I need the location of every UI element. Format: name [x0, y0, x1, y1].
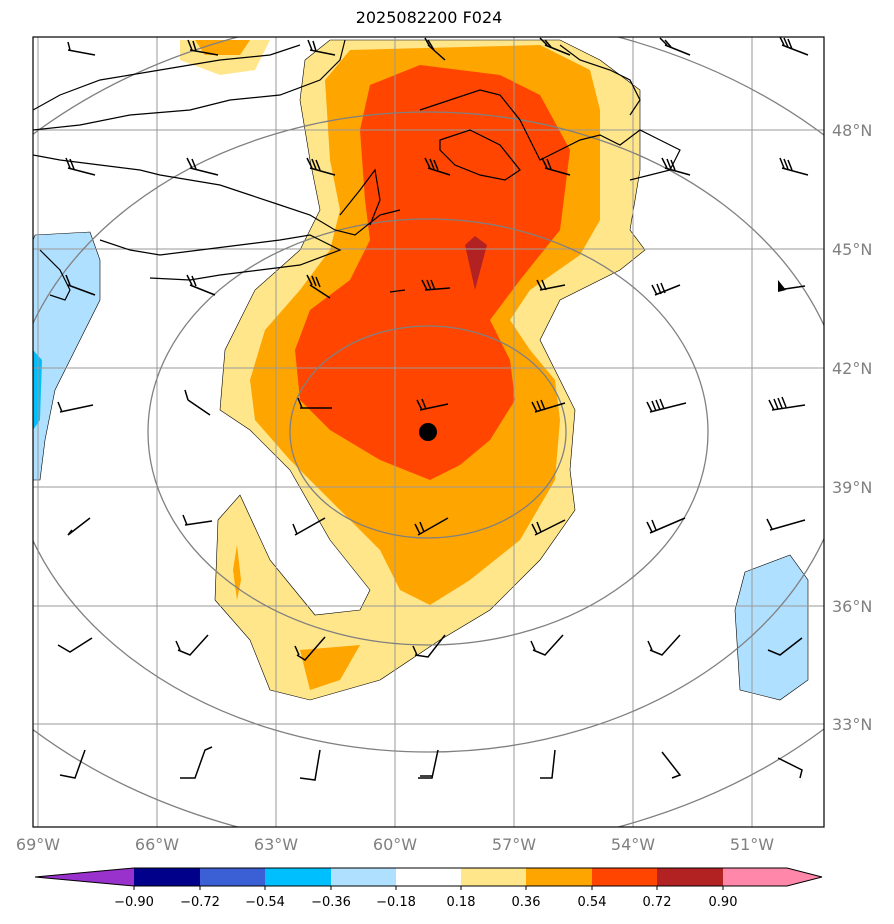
- coastlines: [33, 39, 681, 301]
- field-054-south: [300, 645, 360, 690]
- latitude-labels: 48°N 45°N 42°N 39°N 36°N 33°N: [832, 121, 872, 734]
- lon-label-60: 60°W: [373, 835, 417, 854]
- lat-label-39: 39°N: [832, 478, 872, 497]
- colorbar-label-2: −0.72: [180, 895, 220, 910]
- colorbar-segment-5: [396, 868, 461, 886]
- colorbar-label-1: −0.90: [114, 895, 154, 910]
- lon-label-54: 54°W: [611, 835, 655, 854]
- lon-label-69: 69°W: [16, 835, 60, 854]
- wind-barbs: [57, 37, 809, 781]
- lon-label-63: 63°W: [254, 835, 298, 854]
- colorbar-segment-9: [657, 868, 723, 886]
- lat-label-33: 33°N: [832, 715, 872, 734]
- colorbar-segment-2: [200, 868, 265, 886]
- colorbar-label-8: 0.54: [578, 895, 607, 910]
- colorbar-segment-1: [134, 868, 200, 886]
- colorbar-label-7: 0.36: [512, 895, 541, 910]
- lat-label-48: 48°N: [832, 121, 872, 140]
- colorbar-segment-3: [265, 868, 331, 886]
- lon-label-51: 51°W: [730, 835, 774, 854]
- lon-label-57: 57°W: [492, 835, 536, 854]
- field-054-north: [195, 40, 250, 55]
- colorbar: −0.90 −0.72 −0.54 −0.36 −0.18 0.18 0.36 …: [34, 867, 823, 910]
- colorbar-segment-6: [461, 868, 526, 886]
- negative-field-east: [734, 554, 809, 701]
- longitude-labels: 69°W 66°W 63°W 60°W 57°W 54°W 51°W: [16, 835, 774, 854]
- map-plot-area: [33, 37, 824, 827]
- field-036-sliver: [233, 545, 241, 600]
- chart-title: 2025082200 F024: [355, 8, 503, 27]
- lon-label-66: 66°W: [135, 835, 179, 854]
- colorbar-label-5: −0.18: [376, 895, 416, 910]
- lat-label-45: 45°N: [832, 240, 872, 259]
- lat-label-42: 42°N: [832, 359, 872, 378]
- graticule: [33, 37, 824, 827]
- plot-frame: [32, 36, 825, 828]
- colorbar-label-10: 0.90: [709, 895, 738, 910]
- colorbar-segment-8: [592, 868, 657, 886]
- colorbar-segment-7: [526, 868, 592, 886]
- storm-center-marker: [419, 423, 437, 441]
- colorbar-label-4: −0.36: [311, 895, 351, 910]
- colorbar-extend-low: [35, 868, 134, 886]
- colorbar-label-6: 0.18: [447, 895, 476, 910]
- colorbar-extend-high: [723, 868, 822, 886]
- range-rings: [33, 37, 824, 827]
- colorbar-label-9: 0.72: [643, 895, 672, 910]
- colorbar-label-3: −0.54: [245, 895, 285, 910]
- field-072: [295, 65, 570, 480]
- wind-pennant: [778, 280, 786, 292]
- lat-label-36: 36°N: [832, 597, 872, 616]
- colorbar-segment-4: [331, 868, 396, 886]
